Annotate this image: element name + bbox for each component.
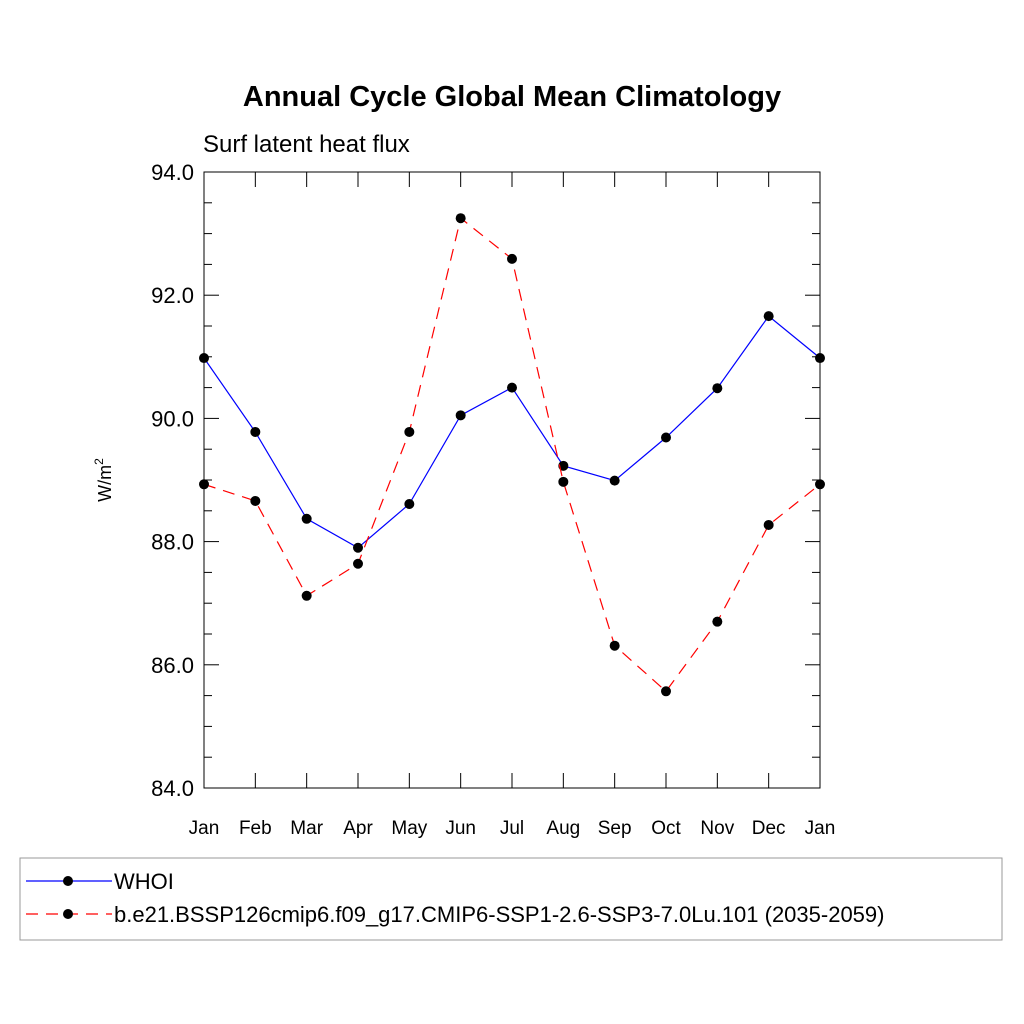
series-2-point (763, 519, 774, 530)
series-2-point (712, 616, 723, 627)
series-2-point (250, 495, 261, 506)
x-tick-labels: Jan Feb Mar Apr May Jun Jul Aug Sep Oct Nov Dec Jan (189, 818, 836, 839)
series-layer (199, 213, 825, 697)
series-2-point (661, 686, 671, 697)
x-tick-label: Oct (651, 818, 681, 839)
series-1-point (507, 382, 517, 393)
series-1-point (455, 410, 466, 421)
series-2-point (507, 253, 517, 264)
y-tick-label: 94.0 (151, 160, 194, 185)
y-tick-label: 90.0 (151, 406, 194, 431)
series-1-point (250, 426, 261, 437)
x-tick-label: Feb (239, 818, 272, 839)
plot-frame (203, 171, 821, 789)
series-2-point (301, 590, 312, 601)
series-1-point (712, 383, 723, 394)
x-tick-label: Nov (700, 818, 734, 839)
y-tick-label: 84.0 (151, 776, 194, 801)
legend-label-2: b.e21.BSSP126cmip6.f09_g17.CMIP6-SSP1-2.… (114, 902, 884, 927)
y-tick-labels: 84.0 86.0 88.0 90.0 92.0 94.0 (151, 160, 194, 801)
legend: WHOI b.e21.BSSP126cmip6.f09_g17.CMIP6-SSP… (26, 869, 884, 927)
legend-box (19, 857, 1003, 941)
chart-title: Annual Cycle Global Mean Climatology (243, 81, 781, 113)
x-tick-label: Apr (343, 818, 373, 839)
x-tick-label: Jun (445, 818, 476, 839)
series-1-point (609, 475, 620, 486)
x-tick-label: Sep (598, 818, 632, 839)
y-axis-label: W/m2 (92, 458, 115, 502)
y-tick-label: 92.0 (151, 283, 194, 308)
y-axis-label-base: W/m (95, 465, 115, 502)
axis-ticks (203, 171, 821, 789)
legend-label-1: WHOI (114, 869, 174, 894)
series-2-point (609, 640, 620, 651)
series-2-point (558, 476, 569, 487)
legend-marker-1 (63, 876, 73, 886)
series-1-point (404, 499, 415, 510)
x-tick-label: Jan (805, 818, 836, 839)
legend-marker-2 (63, 909, 73, 919)
series-line-1 (203, 315, 821, 549)
series-2-point (455, 213, 466, 224)
series-1-point (558, 460, 569, 471)
x-tick-label: Dec (752, 818, 786, 839)
x-tick-label: May (391, 818, 427, 839)
series-1-point (353, 542, 363, 553)
x-tick-label: Mar (290, 818, 323, 839)
x-tick-label: Aug (546, 818, 580, 839)
series-1-point (763, 311, 774, 322)
series-1-point (301, 513, 312, 524)
series-line-2 (203, 217, 821, 693)
x-tick-label: Jan (189, 818, 220, 839)
y-tick-label: 86.0 (151, 653, 194, 678)
y-tick-label: 88.0 (151, 530, 194, 555)
y-axis-label-sup: 2 (92, 458, 106, 465)
x-tick-label: Jul (500, 818, 524, 839)
chart-subtitle: Surf latent heat flux (203, 131, 410, 158)
series-2-point (353, 558, 363, 569)
series-1-point (661, 432, 671, 443)
series-2-point (404, 426, 415, 437)
